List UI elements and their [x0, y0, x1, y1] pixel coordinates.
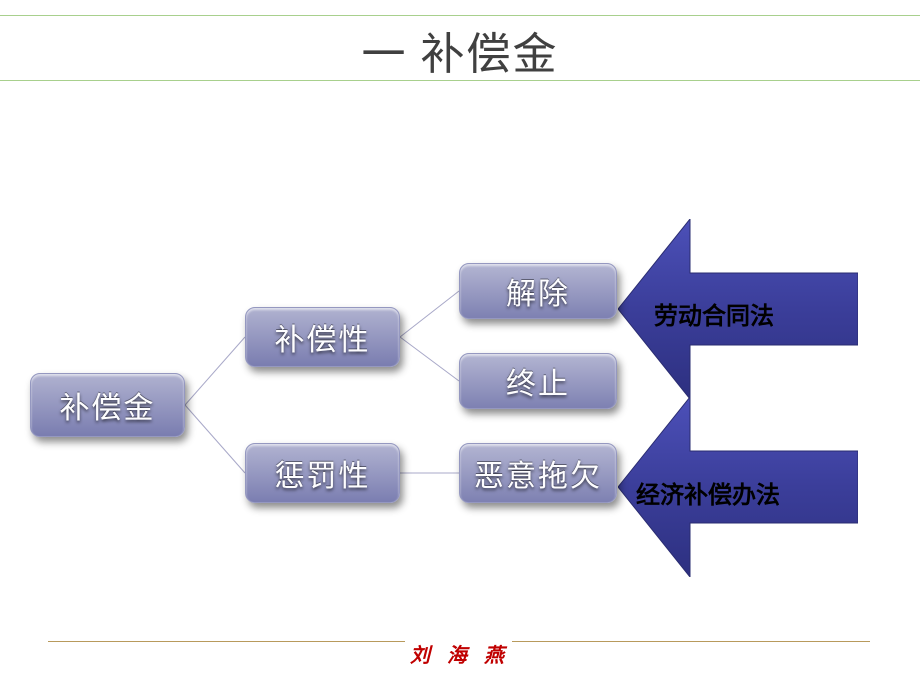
node-compensatory-label: 补偿性 [275, 315, 371, 359]
node-root-label: 补偿金 [60, 383, 156, 427]
node-punitive: 惩罚性 [245, 443, 400, 503]
arrow-compensation-method-label: 经济补偿办法 [636, 475, 780, 510]
node-compensatory: 补偿性 [245, 307, 400, 367]
node-malicious: 恶意拖欠 [459, 443, 617, 503]
author-name: 刘 海 燕 [0, 639, 920, 668]
node-malicious-label: 恶意拖欠 [474, 451, 602, 495]
node-dissolve: 解除 [459, 263, 617, 319]
title-top-rule [0, 15, 920, 16]
arrow-labor-law-label: 劳动合同法 [654, 296, 774, 331]
title-bottom-rule [0, 80, 920, 81]
node-root: 补偿金 [30, 373, 185, 437]
slide-title: 一 补偿金 [0, 18, 920, 82]
node-terminate-label: 终止 [506, 359, 570, 403]
node-terminate: 终止 [459, 353, 617, 409]
title-text: 一 补偿金 [362, 30, 559, 79]
node-punitive-label: 惩罚性 [275, 451, 371, 495]
node-dissolve-label: 解除 [506, 269, 570, 313]
